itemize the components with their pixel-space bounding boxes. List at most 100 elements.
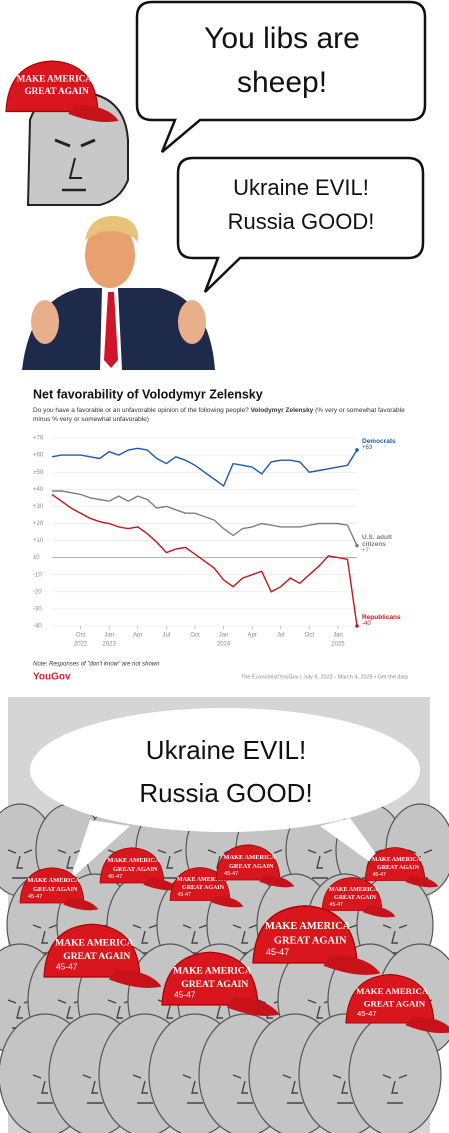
series-line	[52, 490, 358, 546]
bubble-text: You libs are	[204, 22, 360, 55]
subtitle-subject: Volodymyr Zelensky	[250, 407, 314, 414]
y-tick-label: +40	[33, 487, 44, 493]
hat-crown	[169, 867, 231, 901]
hat-text: GREAT AGAIN	[63, 951, 130, 962]
hat-brim	[362, 906, 396, 918]
hat-crown	[19, 867, 85, 904]
x-tick-label: Oct	[76, 633, 86, 639]
bubble-text: Ukraine EVIL!	[233, 175, 369, 200]
npc-head	[348, 1013, 442, 1133]
brand: YouGov	[33, 672, 71, 683]
value-label: +7	[362, 547, 369, 554]
x-tick-label: Jan	[104, 633, 114, 639]
hat-number: 45-47	[357, 1009, 377, 1018]
end-marker	[355, 448, 359, 452]
y-tick-label: -20	[33, 589, 42, 595]
bubble-text: sheep!	[237, 66, 327, 99]
npc-face	[7, 849, 33, 879]
end-marker	[355, 543, 359, 548]
chart: +70 +60 +50 +40 +30 +20 +10 ±0 -10 -20 -30 -40 Oct Ja…	[33, 436, 359, 648]
y-tick-label: +70	[33, 436, 44, 442]
hat-crown	[99, 847, 165, 884]
hat-number: 45-47	[330, 902, 344, 908]
legend-entry: Republicans	[362, 614, 401, 621]
value-label: -40	[362, 621, 371, 627]
hat-text: MAKE AMERICA	[27, 877, 80, 884]
bubble-text: Ukraine EVIL!	[146, 735, 306, 765]
hat-number: 45-47	[28, 894, 42, 900]
legend-entry: U.S. adult citizens	[362, 533, 392, 548]
hat-text: GREAT AGAIN	[182, 885, 225, 891]
x-tick-label: Jan	[219, 633, 229, 639]
chart-note: Note: Responses of "don't know" are not …	[33, 662, 160, 668]
panel4-bubble: Ukraine EVIL! Russia GOOD!	[30, 708, 420, 880]
hat-crown	[252, 905, 358, 964]
hat-text: MAKE AMERICA	[223, 854, 276, 861]
hat-text: MAKE AMERICA	[356, 986, 429, 996]
hats: MAKE AMERICA GREAT AGAIN MAKE AMERICA GREAT…	[5, 60, 449, 1034]
hat-brim	[63, 898, 99, 911]
hat-text: MAKE AMERICA	[55, 938, 134, 949]
hat-number: 45-47	[266, 947, 289, 957]
y-tick-label: -30	[33, 606, 42, 612]
subtitle-detail: (% very or somewhat favorable minus % ve…	[33, 407, 405, 423]
x-year-label: 2024	[217, 642, 231, 648]
chart-title: Net favorability of Volodymyr Zelensky	[33, 387, 263, 401]
hat-brim	[259, 875, 295, 888]
y-tick-label: +20	[33, 521, 44, 527]
hat-text: GREAT AGAIN	[33, 886, 78, 893]
y-tick-label: -10	[33, 572, 42, 578]
hat-text: MAKE AMERICA	[17, 73, 93, 83]
hat-number: 45-47	[108, 874, 122, 880]
chart-subtitle: Do you have a favorable or an unfavorabl…	[33, 406, 408, 424]
x-year-label: 2022	[74, 642, 88, 648]
hat-text: MAKE AMERICA	[173, 966, 252, 977]
hat-brim	[68, 104, 119, 123]
hat-text: GREAT AGAIN	[334, 895, 377, 901]
hat-text: GREAT AGAIN	[274, 935, 347, 946]
x-tick-label: Apr	[247, 633, 256, 639]
y-tick-label: +10	[33, 538, 44, 544]
panel1-bubble: You libs are sheep!	[135, 0, 427, 153]
x-year-label: 2025	[331, 642, 345, 648]
subtitle-question: Do you have a favorable or an unfavorabl…	[33, 407, 249, 414]
hat-crown	[43, 923, 141, 978]
npc-face	[57, 849, 83, 879]
npc-face	[382, 1074, 408, 1104]
bubble-text: Russia GOOD!	[228, 209, 375, 234]
end-marker	[355, 624, 359, 628]
npc-face	[382, 924, 408, 954]
hat-text: GREAT AGAIN	[229, 863, 274, 870]
series-line	[51, 493, 358, 627]
y-tick-label: ±0	[33, 555, 40, 561]
series-line	[51, 447, 358, 487]
hat-crown	[364, 847, 426, 881]
x-tick-label: Oct	[305, 633, 315, 639]
npc-face	[32, 924, 58, 954]
hat-brim	[210, 896, 244, 908]
hat-brim	[108, 969, 162, 988]
npc-face	[232, 924, 258, 954]
x-tick-label: Oct	[190, 633, 200, 639]
hat-text: GREAT AGAIN	[364, 998, 426, 1008]
hat-text: GREAT AGAIN	[113, 866, 158, 873]
maga-hat: MAKE AMERICA GREAT AGAIN	[5, 60, 119, 123]
y-tick-label: -40	[33, 624, 42, 630]
hat-text: MAKE AMERICA	[177, 877, 227, 883]
y-tick-label: +50	[33, 470, 44, 476]
hat-text: MAKE AMERICA	[107, 857, 160, 864]
x-tick-label: Jul	[277, 633, 285, 639]
npc-face	[307, 849, 333, 879]
y-tick-label: +60	[33, 453, 44, 459]
hat-brim	[143, 878, 179, 891]
npc-face	[407, 849, 433, 879]
hat-brim	[323, 955, 381, 975]
hat-text: MAKE AMERICA	[372, 857, 422, 863]
